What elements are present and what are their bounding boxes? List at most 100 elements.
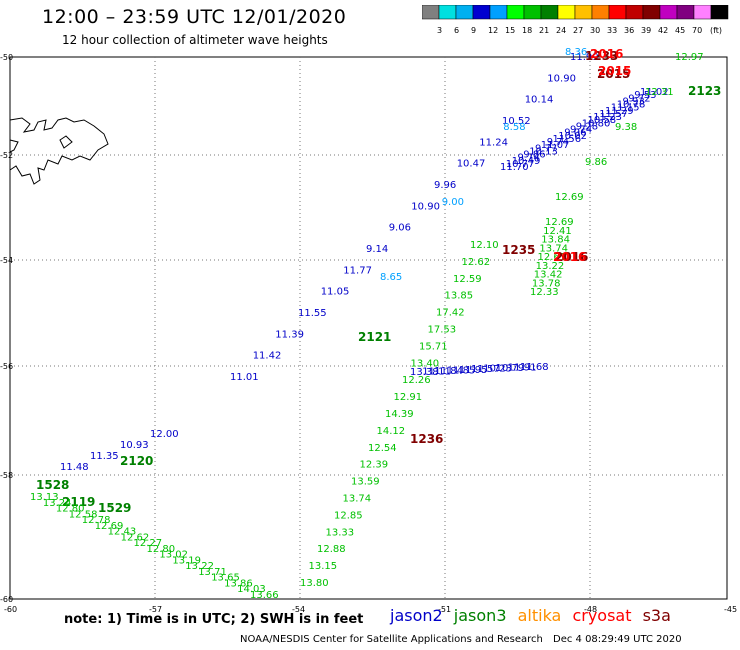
wave-height-label: 12.33 xyxy=(530,287,559,298)
scale-label: 15 xyxy=(505,26,515,35)
wave-height-label: 14.03 xyxy=(237,584,266,595)
satellite-legend: jason2 jason3 altika cryosat s3a xyxy=(390,606,677,625)
land-falkland-islands xyxy=(9,117,109,185)
wave-height-label: 14.39 xyxy=(385,409,414,420)
scale-label: 12 xyxy=(488,26,498,35)
y-axis-labels: -50 -52 -54 -56 -58 -60 xyxy=(0,53,13,604)
scale-swatch xyxy=(438,5,457,20)
wave-height-label: 9.00 xyxy=(442,197,464,208)
scale-swatch xyxy=(557,5,576,20)
wave-height-label: 13.66 xyxy=(250,590,279,601)
wave-height-label: 2123 xyxy=(688,84,721,98)
scale-label: 21 xyxy=(539,26,549,35)
wave-height-label: 12.31 xyxy=(645,87,674,98)
scale-unit: (ft) xyxy=(710,26,722,35)
wave-height-label: 11.91 xyxy=(508,363,537,374)
wave-height-label: 10.49 xyxy=(512,156,541,167)
timestamp: Dec 4 08:29:49 UTC 2020 xyxy=(553,634,682,645)
wave-height-label: 11.42 xyxy=(253,351,282,362)
wave-height-label: 12.69 xyxy=(545,217,574,228)
scale-label: 33 xyxy=(607,26,617,35)
wave-height-label: 13.02 xyxy=(159,550,188,561)
wave-height-label: 12.43 xyxy=(108,527,137,538)
wave-height-label: 9.86 xyxy=(523,150,545,161)
wave-height-label: 10.80 xyxy=(582,118,611,129)
scale-label: 18 xyxy=(522,26,532,35)
wave-height-label: 2120 xyxy=(120,454,153,468)
wave-height-label: 13.22 xyxy=(536,261,565,272)
wave-height-label: 12.78 xyxy=(82,515,111,526)
wave-height-label: 11.99 xyxy=(570,52,599,63)
wave-height-label: 10.79 xyxy=(496,363,525,374)
wave-height-label: 11.48 xyxy=(60,462,89,473)
wave-height-label: 12.54 xyxy=(368,443,397,454)
wave-height-label: 11.70 xyxy=(500,162,529,173)
wave-height-label: 12.27 xyxy=(134,538,163,549)
wave-height-label: 13.78 xyxy=(532,278,561,289)
scale-swatch xyxy=(642,5,661,20)
wave-height-label: 13.38 xyxy=(410,367,439,378)
wave-height-label: 10.90 xyxy=(411,201,440,212)
scale-swatch xyxy=(608,5,627,20)
page-subtitle: 12 hour collection of altimeter wave hei… xyxy=(62,33,328,47)
scale-label: 42 xyxy=(658,26,668,35)
wave-height-label: 11.01 xyxy=(230,372,259,383)
wave-height-label: 13.22 xyxy=(185,561,214,572)
wave-height-label: 9.74 xyxy=(547,137,569,148)
wave-height-label: 9.06 xyxy=(564,128,586,139)
wave-height-label: 12.62 xyxy=(121,532,150,543)
scale-label: 27 xyxy=(573,26,583,35)
wave-height-label: 1529 xyxy=(98,501,131,515)
wave-height-label: 10.77 xyxy=(506,159,535,170)
wave-height-label: 9.74 xyxy=(570,125,592,136)
wave-height-label: 8.58 xyxy=(503,122,525,133)
wave-height-label: 13.85 xyxy=(445,291,474,302)
wave-height-label: 13.19 xyxy=(172,555,201,566)
wave-height-label: 9.96 xyxy=(434,180,456,191)
scale-swatch xyxy=(659,5,678,20)
legend-s3a: s3a xyxy=(642,606,671,625)
wave-height-label: 13.42 xyxy=(534,270,563,281)
wave-height-label: 10.93 xyxy=(120,440,149,451)
wave-height-label: 11.35 xyxy=(90,451,119,462)
x-tick-label: -60 xyxy=(4,605,17,614)
wave-height-label: 11.02 xyxy=(640,87,669,98)
note-text: note: 1) Time is in UTC; 2) SWH is in fe… xyxy=(64,612,364,627)
scale-swatch xyxy=(455,5,474,20)
wave-height-label: 9.28 xyxy=(576,121,598,132)
scale-swatch xyxy=(676,5,695,20)
wave-height-label: 11.23 xyxy=(593,112,622,123)
wave-height-label: 12.58 xyxy=(69,509,98,520)
scale-swatch xyxy=(574,5,593,20)
scale-swatch xyxy=(472,5,491,20)
wave-height-label: 2016 xyxy=(590,47,623,61)
wave-height-label: 8.65 xyxy=(380,272,402,283)
wave-height-label: 10.52 xyxy=(502,116,531,127)
wave-height-label: 17.53 xyxy=(428,325,457,336)
wave-height-label: 11.05 xyxy=(321,287,350,298)
wave-height-label: 13.40 xyxy=(411,358,440,369)
wave-height-label: 11.68 xyxy=(520,362,549,373)
y-tick-label: -58 xyxy=(0,471,13,480)
wave-height-label: 10.78 xyxy=(617,100,646,111)
wave-height-label: 10.02 xyxy=(558,131,587,142)
scale-label: 45 xyxy=(675,26,685,35)
wave-height-label: 10.58 xyxy=(588,115,617,126)
scale-swatch xyxy=(591,5,610,20)
wave-height-label: 2121 xyxy=(358,330,391,344)
wave-height-label: 11.24 xyxy=(479,137,508,148)
wave-height-label: 11.39 xyxy=(275,329,304,340)
wave-height-label: 13.74 xyxy=(343,494,372,505)
wave-height-label: 9.38 xyxy=(615,122,637,133)
wave-height-label: 13.80 xyxy=(300,578,329,589)
scale-swatch xyxy=(489,5,508,20)
wave-height-label: 9.06 xyxy=(389,223,411,234)
wave-height-label: 12.91 xyxy=(394,392,423,403)
wave-height-label: 13.59 xyxy=(351,477,380,488)
wave-height-label: 12.00 xyxy=(150,429,179,440)
scale-label: 9 xyxy=(471,26,476,35)
wave-height-label: 12.59 xyxy=(453,274,482,285)
wave-height-label: 2016 xyxy=(553,250,586,264)
x-tick-label: -57 xyxy=(149,605,162,614)
